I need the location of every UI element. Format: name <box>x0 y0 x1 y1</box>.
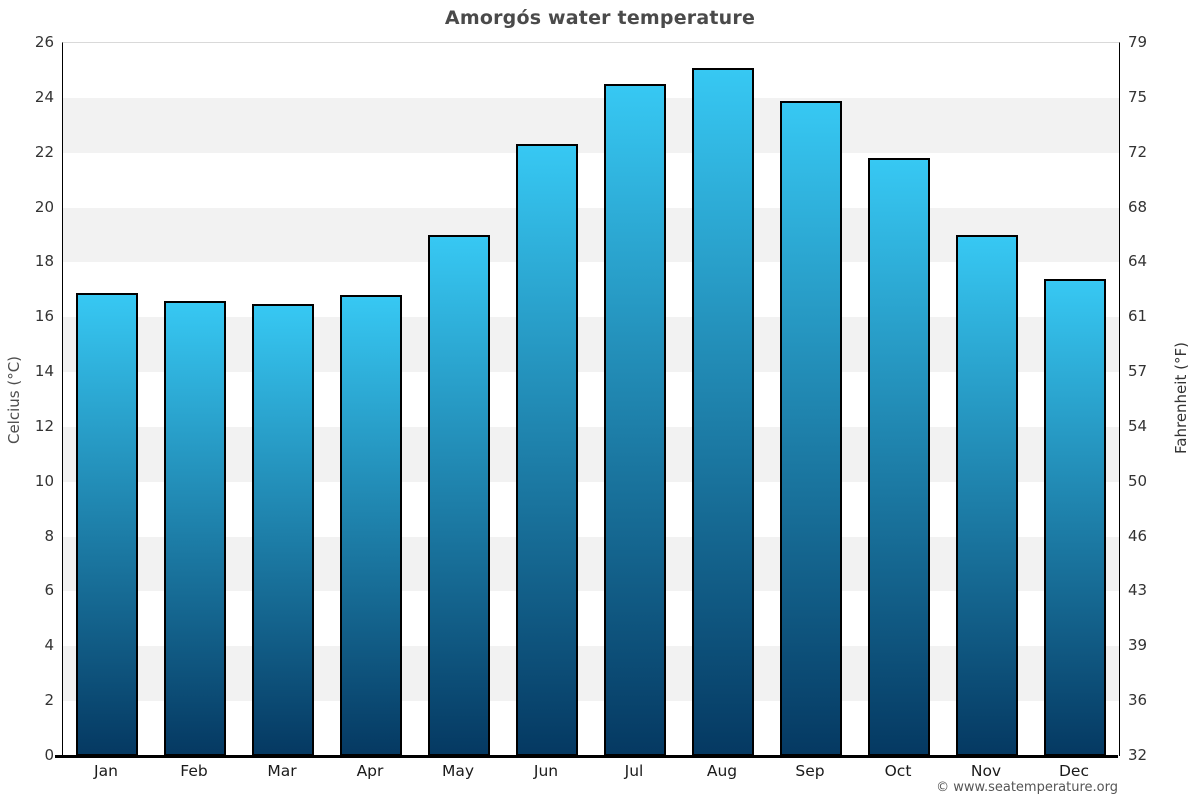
copyright-watermark: © www.seatemperature.org <box>936 780 1118 795</box>
fahrenheit-tick-79: 79 <box>1128 33 1148 51</box>
fahrenheit-tick-39: 39 <box>1128 636 1148 655</box>
grid-band <box>63 426 1119 482</box>
bar-feb <box>164 300 226 756</box>
grid-band <box>63 591 1119 647</box>
celsius-tick-18: 18 <box>34 252 54 271</box>
bar-may <box>428 234 490 756</box>
grid-band <box>63 317 1119 373</box>
fahrenheit-tick-36: 36 <box>1128 691 1148 710</box>
fahrenheit-tick-32: 32 <box>1128 746 1148 764</box>
celsius-tick-2: 2 <box>44 691 54 710</box>
fahrenheit-tick-75: 75 <box>1128 87 1148 106</box>
month-label-aug: Aug <box>706 762 738 780</box>
bar-sep <box>780 100 842 756</box>
grid-band <box>63 646 1119 702</box>
grid-band <box>63 207 1119 263</box>
month-label-jan: Jan <box>94 762 118 780</box>
bar-mar <box>252 303 314 756</box>
month-label-jun: Jun <box>533 762 559 780</box>
month-label-dec: Dec <box>1059 762 1089 780</box>
fahrenheit-tick-50: 50 <box>1128 471 1148 490</box>
bar-oct <box>868 158 930 756</box>
fahrenheit-tick-54: 54 <box>1128 416 1148 435</box>
grid-band <box>63 262 1119 318</box>
month-label-apr: Apr <box>356 762 384 780</box>
fahrenheit-tick-68: 68 <box>1128 197 1148 216</box>
celsius-tick-12: 12 <box>34 416 54 435</box>
grid-band <box>63 152 1119 208</box>
celsius-tick-14: 14 <box>34 362 54 381</box>
grid-band <box>63 481 1119 537</box>
month-label-feb: Feb <box>180 762 208 780</box>
x-axis-line <box>55 755 1118 758</box>
grid-band <box>63 372 1119 427</box>
fahrenheit-tick-57: 57 <box>1128 362 1148 381</box>
bar-apr <box>340 295 402 756</box>
month-label-nov: Nov <box>970 762 1002 780</box>
fahrenheit-tick-46: 46 <box>1128 526 1148 545</box>
chart-title: Amorgós water temperature <box>444 7 756 29</box>
bar-jun <box>516 144 578 756</box>
fahrenheit-tick-72: 72 <box>1128 142 1148 161</box>
fahrenheit-axis-title: Fahrenheit (°F) <box>1172 342 1190 454</box>
grid-band <box>63 536 1119 592</box>
celsius-tick-24: 24 <box>34 87 54 106</box>
fahrenheit-tick-61: 61 <box>1128 307 1148 326</box>
celsius-tick-0: 0 <box>44 746 54 764</box>
celsius-tick-16: 16 <box>34 307 54 326</box>
bar-jan <box>76 292 138 756</box>
grid-band <box>63 97 1119 153</box>
grid-band <box>63 701 1119 756</box>
grid-band <box>63 43 1119 98</box>
bar-nov <box>956 234 1018 756</box>
celsius-tick-10: 10 <box>34 471 54 490</box>
fahrenheit-tick-43: 43 <box>1128 581 1148 600</box>
celsius-tick-4: 4 <box>44 636 54 655</box>
month-label-may: May <box>441 762 475 780</box>
bar-dec <box>1044 278 1106 756</box>
bar-jul <box>604 84 666 756</box>
plot-area <box>62 42 1120 756</box>
month-label-jul: Jul <box>624 762 644 780</box>
month-label-mar: Mar <box>267 762 297 780</box>
celsius-tick-22: 22 <box>34 142 54 161</box>
fahrenheit-tick-64: 64 <box>1128 252 1148 271</box>
month-label-oct: Oct <box>884 762 912 780</box>
celsius-tick-26: 26 <box>34 33 54 51</box>
celsius-tick-20: 20 <box>34 197 54 216</box>
celsius-tick-6: 6 <box>44 581 54 600</box>
celsius-tick-8: 8 <box>44 526 54 545</box>
bar-aug <box>692 67 754 756</box>
month-label-sep: Sep <box>795 762 825 780</box>
celsius-axis-title: Celcius (°C) <box>5 355 23 445</box>
